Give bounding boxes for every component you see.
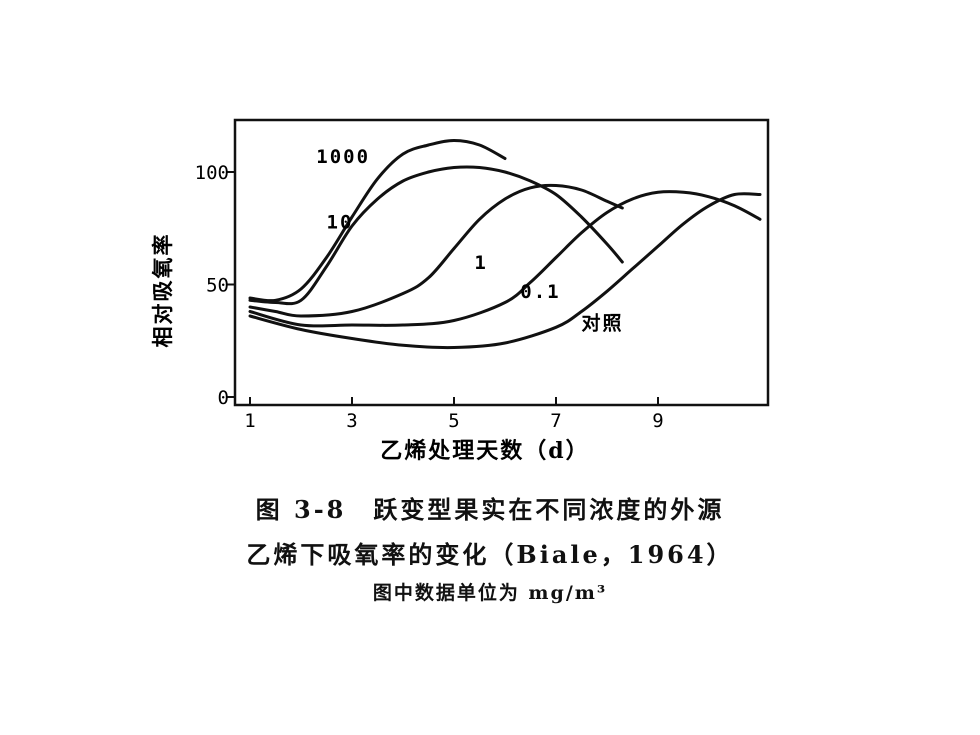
series-label-1: 1000 [316,146,370,168]
y-tick-label: 100 [195,162,229,184]
x-tick-label: 5 [448,410,459,432]
x-axis-ticks: 1 3 5 7 9 [244,397,664,432]
figure-caption-line-1: 图 3-8 跃变型果实在不同浓度的外源 [255,495,725,524]
series-label-3: 1 [474,252,487,274]
x-axis-label: 乙烯处理天数（d） [380,438,589,464]
y-tick-label: 50 [206,275,229,297]
y-axis-ticks: 0 50 100 [195,162,235,409]
x-tick-label: 1 [244,410,255,432]
series-line-2 [248,165,624,306]
series-label-5: 对照 [582,312,624,335]
figure-caption-line-2: 乙烯下吸氧率的变化（Biale，1964） [246,540,734,569]
x-tick-label: 3 [346,410,357,432]
y-axis-label: 相对吸氧率 [150,233,175,348]
series-line-1 [248,139,507,303]
series-curves [248,139,762,350]
series-labels: 1000 10 1 0.1 对照 [316,146,624,335]
series-label-4: 0.1 [520,281,560,303]
figure-caption-line-3: 图中数据单位为 mg/m³ [372,582,608,604]
plot-border [233,118,770,407]
series-line-5 [248,192,762,350]
series-label-2: 10 [327,211,354,233]
y-tick-label: 0 [218,387,229,409]
x-tick-label: 7 [550,410,561,432]
series-line-4 [248,190,762,328]
x-tick-label: 9 [652,410,663,432]
plot-frame [233,118,770,407]
series-line-3 [248,183,624,318]
oxygen-uptake-chart: 0 50 100 1 3 5 7 9 1000 10 1 0.1 对照 乙烯处理天数（d） 相对吸氧… [150,118,770,464]
